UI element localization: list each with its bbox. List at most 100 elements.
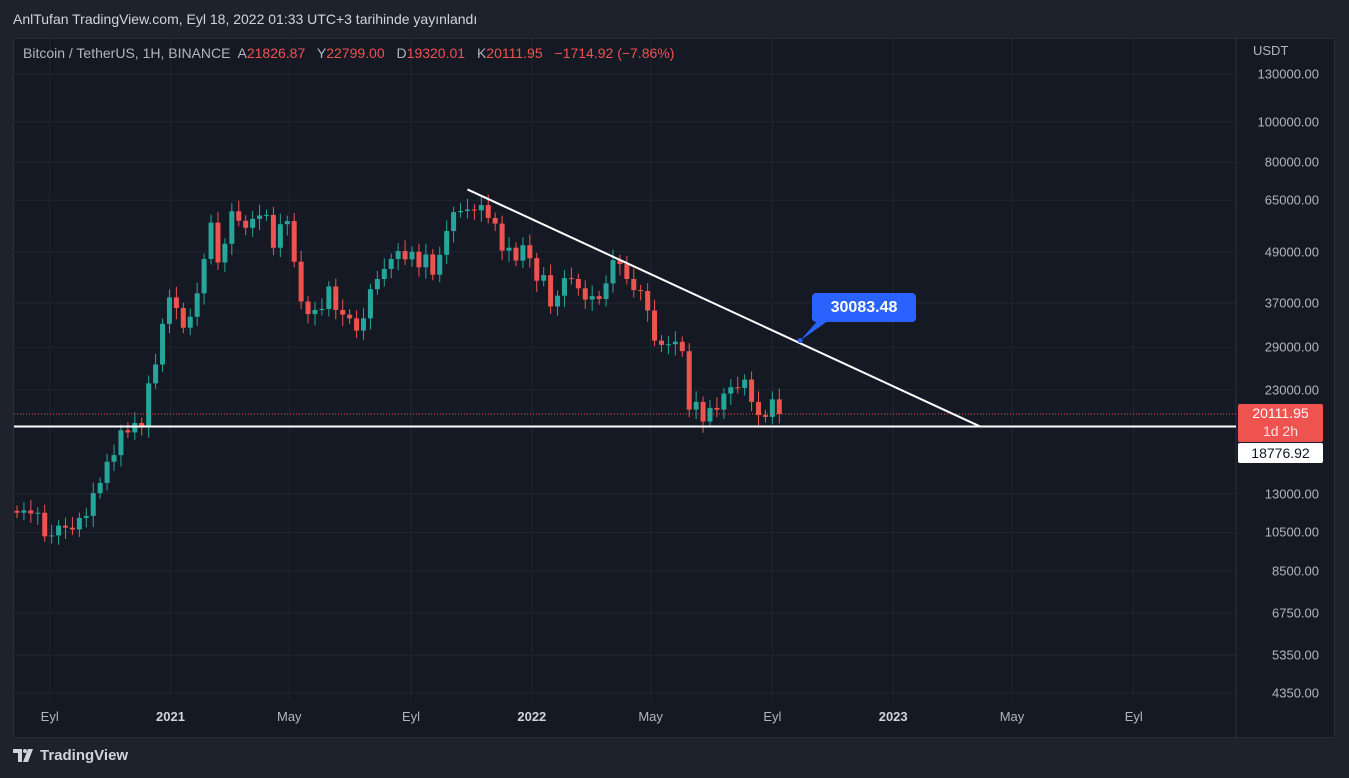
candle-body [291,221,297,262]
candle-body [111,455,117,462]
candle-body [340,309,346,315]
candle-body [270,214,276,248]
candle-body [444,231,450,255]
candle-body [236,211,242,221]
candle-body [277,224,283,248]
candle-body [215,222,221,263]
time-tick-label: Eyl [1124,709,1143,724]
candle-body [714,407,720,410]
callout-pointer [800,318,832,341]
candle-body [104,461,110,483]
price-tick-label: 5350.00 [1272,647,1319,663]
candle-body [672,341,678,345]
time-tick-label: 2021 [156,709,185,724]
candle-body [485,205,491,218]
candle-body [679,341,685,352]
price-tick-label: 13000.00 [1264,486,1319,502]
candle-body [284,221,290,225]
candle-body [374,278,380,290]
candle-body [499,223,505,251]
candle-body [35,512,41,514]
candle-body [153,364,159,384]
candle-body [69,527,75,530]
candle-body [707,407,713,422]
horizontal-line-price-badge: 18776.92 [1238,443,1323,463]
candle-body [333,286,339,310]
candle-body [582,288,588,300]
close-label: K [476,45,487,61]
candle-body [118,430,124,456]
current-price-badge: 20111.95 1d 2h [1238,404,1323,442]
candle-body [471,209,477,211]
candle-body [56,525,62,536]
candle-body [319,308,325,310]
candle-body [173,297,179,308]
close-value: 20111.95 [486,45,543,61]
candle-body [63,525,69,528]
candle-body [250,218,256,228]
candle-body [735,387,741,389]
price-tick-label: 6750.00 [1272,605,1319,621]
candle-body [506,247,512,251]
candle-body [305,301,311,315]
candle-body [14,510,20,513]
candle-body [617,260,623,265]
change-value: −1714.92 (−7.86%) [554,45,675,61]
chart-panel[interactable] [13,38,1335,738]
candle-body [257,215,263,219]
candle-body [728,387,734,394]
price-callout[interactable]: 30083.48 [812,293,916,322]
price-tick-label: 4350.00 [1272,685,1319,701]
candle-body [430,254,436,275]
candle-body [132,422,138,433]
candle-body [194,293,200,317]
candle-body [395,251,401,259]
candle-body [139,422,145,427]
candle-body [749,379,755,402]
tradingview-logo-icon [13,749,33,762]
candle-body [645,291,651,311]
price-tick-label: 37000.00 [1264,295,1319,311]
candle-body [575,278,581,289]
candle-body [603,283,609,300]
candle-body [180,307,186,328]
candle-body [492,217,498,224]
open-label: A [237,45,247,61]
candle-body [541,275,547,281]
candle-body [49,535,55,537]
candle-body [555,295,561,307]
price-tick-label: 65000.00 [1264,192,1319,208]
candle-body [90,493,96,516]
price-tick-label: 100000.00 [1257,114,1319,130]
candle-body [658,340,664,345]
candle-body [437,254,443,275]
price-tick-label: 29000.00 [1264,339,1319,355]
candle-body [416,251,422,268]
candle-body [458,210,464,213]
time-tick-label: 2022 [517,709,547,724]
candle-body [83,515,89,518]
candle-body [367,289,373,319]
candle-body [76,517,82,530]
candle-body [762,415,768,417]
candle-body [451,212,457,232]
candle-body [686,351,692,410]
price-tick-label: 8500.00 [1272,563,1319,579]
candle-body [638,290,644,292]
time-tick-label: May [277,709,302,724]
price-tick-label: 80000.00 [1264,154,1319,170]
candle-body [243,220,249,228]
candle-body [423,254,429,268]
candle-body [28,510,34,514]
candle-body [354,318,360,331]
candle-body [229,211,235,244]
candle-body [596,296,602,300]
time-tick-label: May [999,709,1025,724]
callout-anchor-dot [797,338,803,344]
time-tick-label: Eyl [402,709,421,724]
candle-body [409,251,415,260]
candle-body [208,222,214,259]
symbol-name: Bitcoin / TetherUS, 1H, BINANCE [23,45,231,61]
candle-body [610,260,616,284]
